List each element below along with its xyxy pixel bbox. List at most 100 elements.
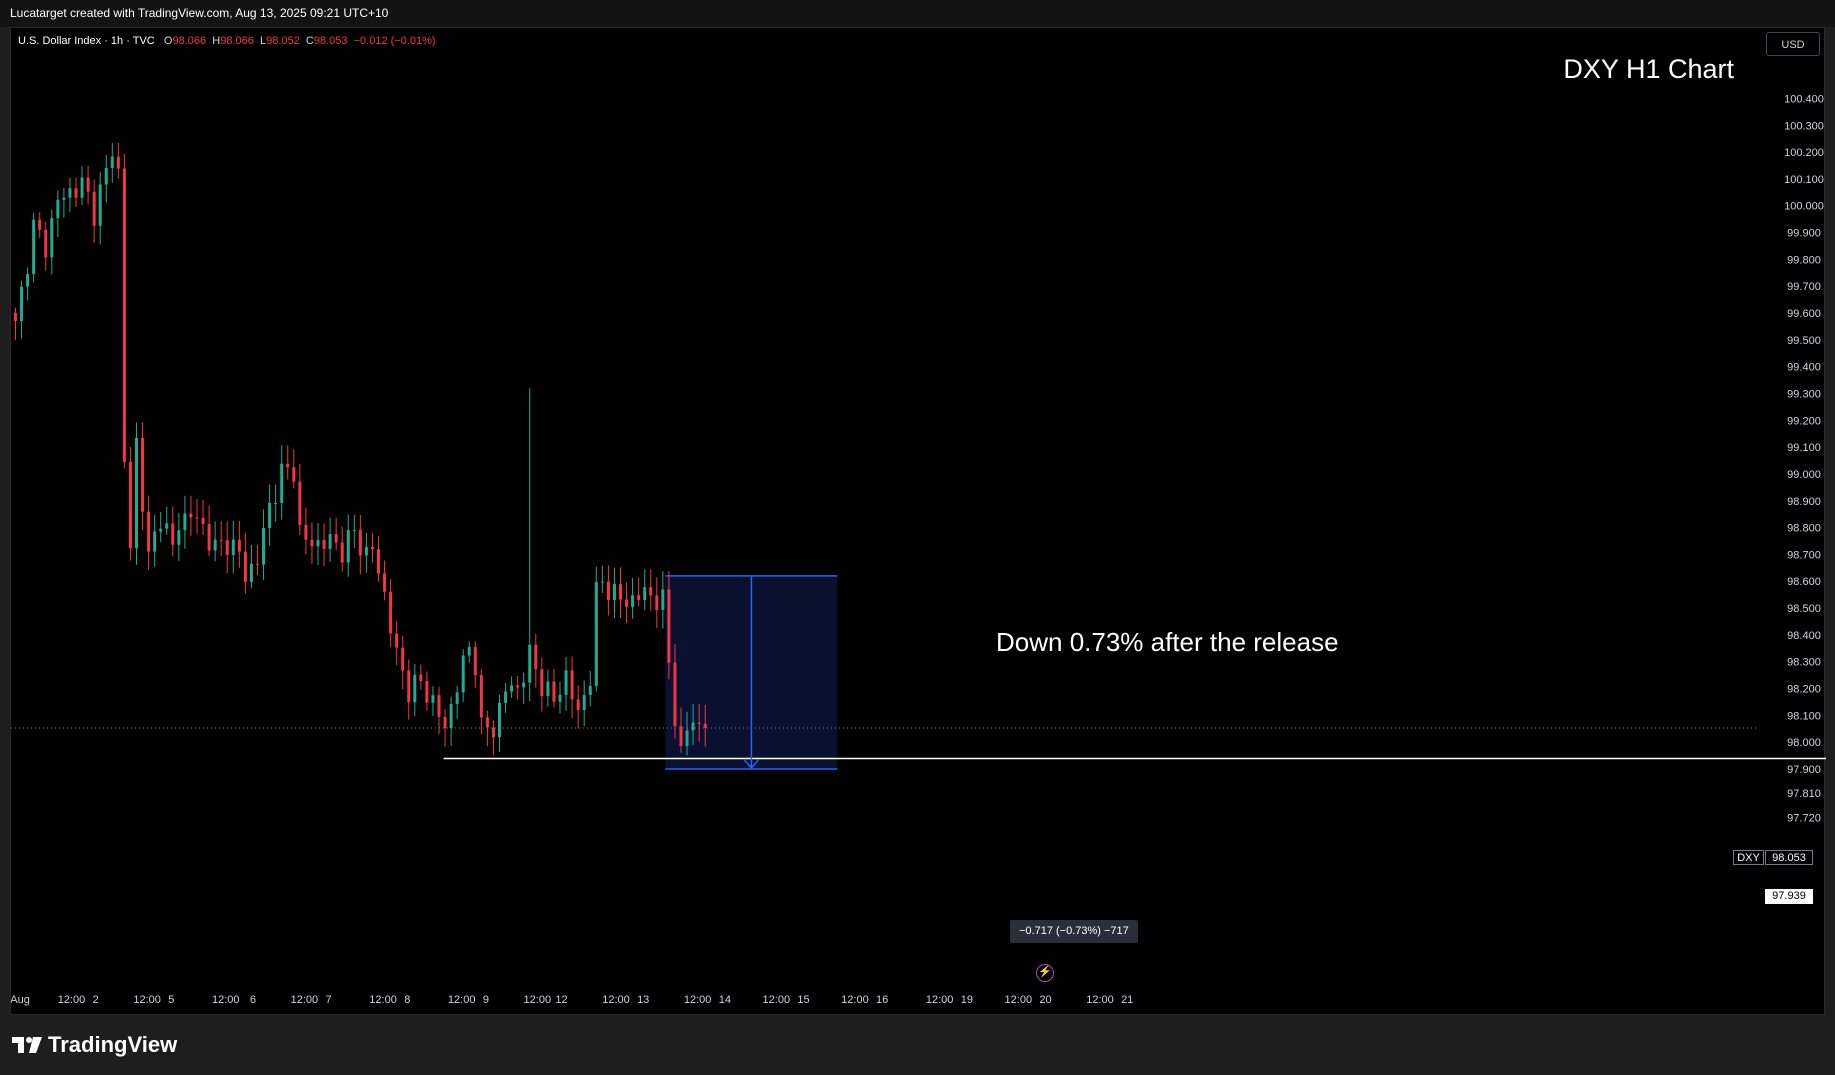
candle (449, 696, 453, 746)
candle-body (38, 219, 42, 230)
candle (74, 177, 78, 208)
candle-body (352, 529, 356, 531)
candle-body (625, 599, 629, 607)
price-tick-label: 98.500 (1787, 603, 1821, 615)
candle-body (243, 551, 247, 582)
candle-body (649, 587, 653, 596)
candle (304, 507, 308, 555)
candle-body (479, 675, 483, 718)
price-tick-label: 99.400 (1787, 362, 1821, 374)
chart-title: DXY H1 Chart (1563, 54, 1734, 84)
candle-body (159, 528, 163, 532)
price-axis: 100.400 100.300 100.200 100.100 100.000 99.90… (1784, 93, 1824, 824)
candle-body (26, 273, 30, 287)
price-tick-label: 98.100 (1787, 710, 1821, 722)
candle-body (147, 511, 151, 552)
candle-body (461, 655, 465, 693)
annotation-text[interactable]: Down 0.73% after the release (996, 627, 1339, 657)
candle-body (431, 695, 435, 703)
candle-body (286, 463, 290, 468)
candle (286, 445, 290, 480)
candle-body (643, 587, 647, 601)
candle-body (401, 647, 405, 671)
candle-body (570, 670, 574, 700)
price-tick-label: 98.000 (1787, 737, 1821, 749)
candle-body (207, 524, 211, 551)
candle-body (383, 573, 387, 592)
candle-body (419, 674, 423, 681)
candle-body (516, 685, 520, 688)
time-tick-label: 12:00 (684, 994, 712, 1006)
candle-body (116, 156, 120, 169)
candle-body (637, 595, 641, 601)
time-tick-label: 12 (555, 994, 567, 1006)
close-label: C (305, 35, 314, 47)
candle-body (20, 286, 24, 322)
time-tick-label: 9 (483, 994, 489, 1006)
currency-button[interactable]: USD (1766, 32, 1820, 56)
open-value: 98.066 (172, 35, 207, 47)
candle (631, 577, 635, 619)
candle-body (122, 168, 126, 462)
candle-body (225, 540, 229, 555)
price-tick-label: 98.200 (1787, 684, 1821, 696)
candle (691, 703, 695, 746)
footer (0, 1015, 1835, 1075)
candle (612, 567, 616, 619)
candle (467, 641, 471, 663)
candle (594, 566, 598, 692)
candle (147, 495, 151, 570)
time-tick-label: 12:00 (133, 994, 161, 1006)
time-tick-label: 12:00 (602, 994, 630, 1006)
candle (534, 633, 538, 688)
candle (292, 449, 296, 489)
candle (231, 520, 235, 574)
tradingview-logo[interactable]: TradingView (12, 1031, 177, 1059)
candle (262, 509, 266, 580)
candle-body (322, 540, 326, 549)
price-chart[interactable]: 100.400 100.300 100.200 100.100 100.000 99.90… (11, 28, 1826, 1016)
candle-body (395, 633, 399, 648)
candle-body (455, 692, 459, 704)
candle (582, 680, 586, 726)
price-tick-label: 98.300 (1787, 657, 1821, 669)
price-tick-label: 100.400 (1784, 93, 1824, 105)
price-tick-label: 99.500 (1787, 335, 1821, 347)
candle-body (32, 219, 36, 274)
candle (116, 142, 120, 179)
candle (528, 388, 532, 702)
candle-body (56, 199, 60, 219)
candle-body (141, 437, 145, 512)
candle-body (62, 197, 66, 200)
candle (56, 190, 60, 237)
candle (38, 212, 42, 238)
high-value: 98.066 (220, 35, 254, 47)
time-tick-label: 14 (719, 994, 731, 1006)
candle (522, 672, 526, 704)
candle (334, 517, 338, 550)
lines-layer (11, 575, 1826, 770)
candle (425, 671, 429, 711)
candle-body (135, 437, 138, 549)
candle (32, 212, 36, 283)
candle-body (667, 589, 671, 663)
price-tick-label: 99.900 (1787, 228, 1821, 240)
candle (370, 533, 374, 563)
candle (50, 209, 54, 275)
candle (643, 569, 647, 611)
candle-body (14, 313, 17, 322)
low-value: 98.052 (266, 35, 300, 47)
candle (207, 505, 211, 556)
candle (14, 307, 17, 340)
candle (352, 514, 356, 548)
candle (383, 560, 387, 601)
time-tick-label: 13 (637, 994, 649, 1006)
time-tick-label: 12:00 (841, 994, 869, 1006)
lightning-event-icon[interactable]: ⚡ (1036, 964, 1054, 982)
chart-pane[interactable]: 100.400 100.300 100.200 100.100 100.000 99.90… (10, 27, 1826, 1016)
candle (377, 535, 380, 582)
candle-body (546, 681, 550, 697)
candle-body (237, 539, 241, 552)
price-tick-label: 100.200 (1784, 147, 1824, 159)
measure-arrow-head (743, 759, 759, 770)
